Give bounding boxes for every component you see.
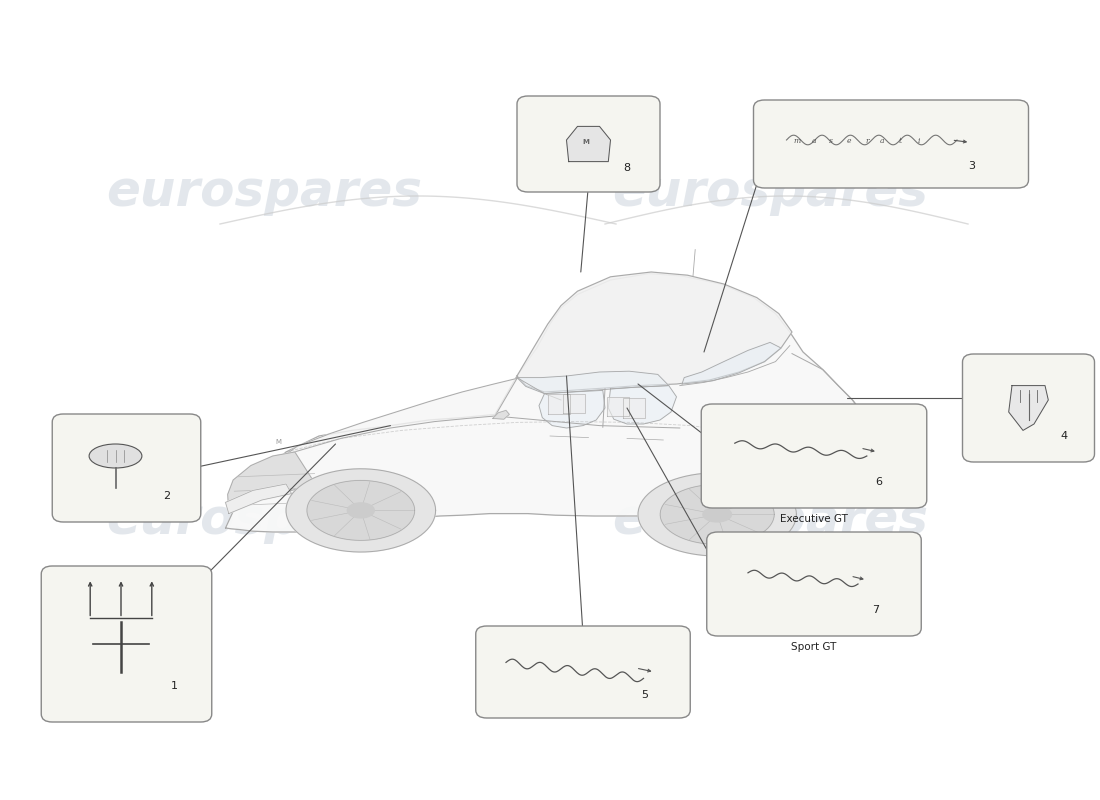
- Text: 4: 4: [1060, 430, 1067, 441]
- Text: eurospares: eurospares: [106, 496, 422, 544]
- Ellipse shape: [89, 444, 142, 468]
- Polygon shape: [493, 410, 509, 419]
- Polygon shape: [286, 469, 436, 552]
- FancyBboxPatch shape: [53, 414, 200, 522]
- Text: Executive GT: Executive GT: [780, 514, 848, 525]
- Polygon shape: [566, 126, 610, 162]
- Polygon shape: [814, 436, 867, 484]
- Text: s: s: [828, 137, 833, 145]
- Text: 2: 2: [164, 490, 170, 501]
- FancyBboxPatch shape: [517, 96, 660, 192]
- Polygon shape: [348, 503, 374, 518]
- Text: M: M: [275, 438, 282, 445]
- Text: 5: 5: [641, 690, 648, 700]
- Text: m: m: [794, 137, 801, 145]
- Text: i: i: [917, 137, 920, 145]
- Text: a: a: [812, 137, 816, 145]
- FancyBboxPatch shape: [42, 566, 211, 722]
- Polygon shape: [638, 473, 796, 556]
- Text: M: M: [583, 139, 590, 146]
- FancyBboxPatch shape: [962, 354, 1094, 462]
- Polygon shape: [623, 398, 645, 418]
- Polygon shape: [539, 390, 605, 428]
- Text: 3: 3: [968, 161, 976, 170]
- FancyBboxPatch shape: [706, 532, 921, 636]
- Text: 8: 8: [624, 163, 630, 173]
- Polygon shape: [307, 481, 415, 540]
- Text: 7: 7: [872, 606, 879, 615]
- Polygon shape: [563, 394, 585, 413]
- Text: e: e: [847, 137, 851, 145]
- Text: Sport GT: Sport GT: [791, 642, 837, 653]
- Text: eurospares: eurospares: [612, 496, 928, 544]
- FancyBboxPatch shape: [702, 404, 926, 508]
- Polygon shape: [226, 274, 869, 532]
- Polygon shape: [682, 342, 781, 384]
- Text: 6: 6: [876, 478, 882, 487]
- Text: eurospares: eurospares: [612, 168, 928, 216]
- Text: 1: 1: [170, 681, 177, 691]
- Polygon shape: [1009, 386, 1048, 430]
- Text: t: t: [899, 137, 901, 145]
- Polygon shape: [286, 378, 517, 454]
- Polygon shape: [517, 371, 669, 394]
- Text: r: r: [865, 137, 869, 145]
- Polygon shape: [608, 386, 676, 424]
- Polygon shape: [517, 272, 792, 392]
- Polygon shape: [660, 485, 774, 544]
- FancyBboxPatch shape: [475, 626, 691, 718]
- Polygon shape: [607, 397, 629, 416]
- Text: eurospares: eurospares: [106, 168, 422, 216]
- Polygon shape: [703, 507, 732, 522]
- Polygon shape: [548, 394, 570, 414]
- FancyBboxPatch shape: [754, 100, 1028, 188]
- Text: a: a: [880, 137, 884, 145]
- Polygon shape: [226, 484, 292, 514]
- Polygon shape: [228, 452, 317, 512]
